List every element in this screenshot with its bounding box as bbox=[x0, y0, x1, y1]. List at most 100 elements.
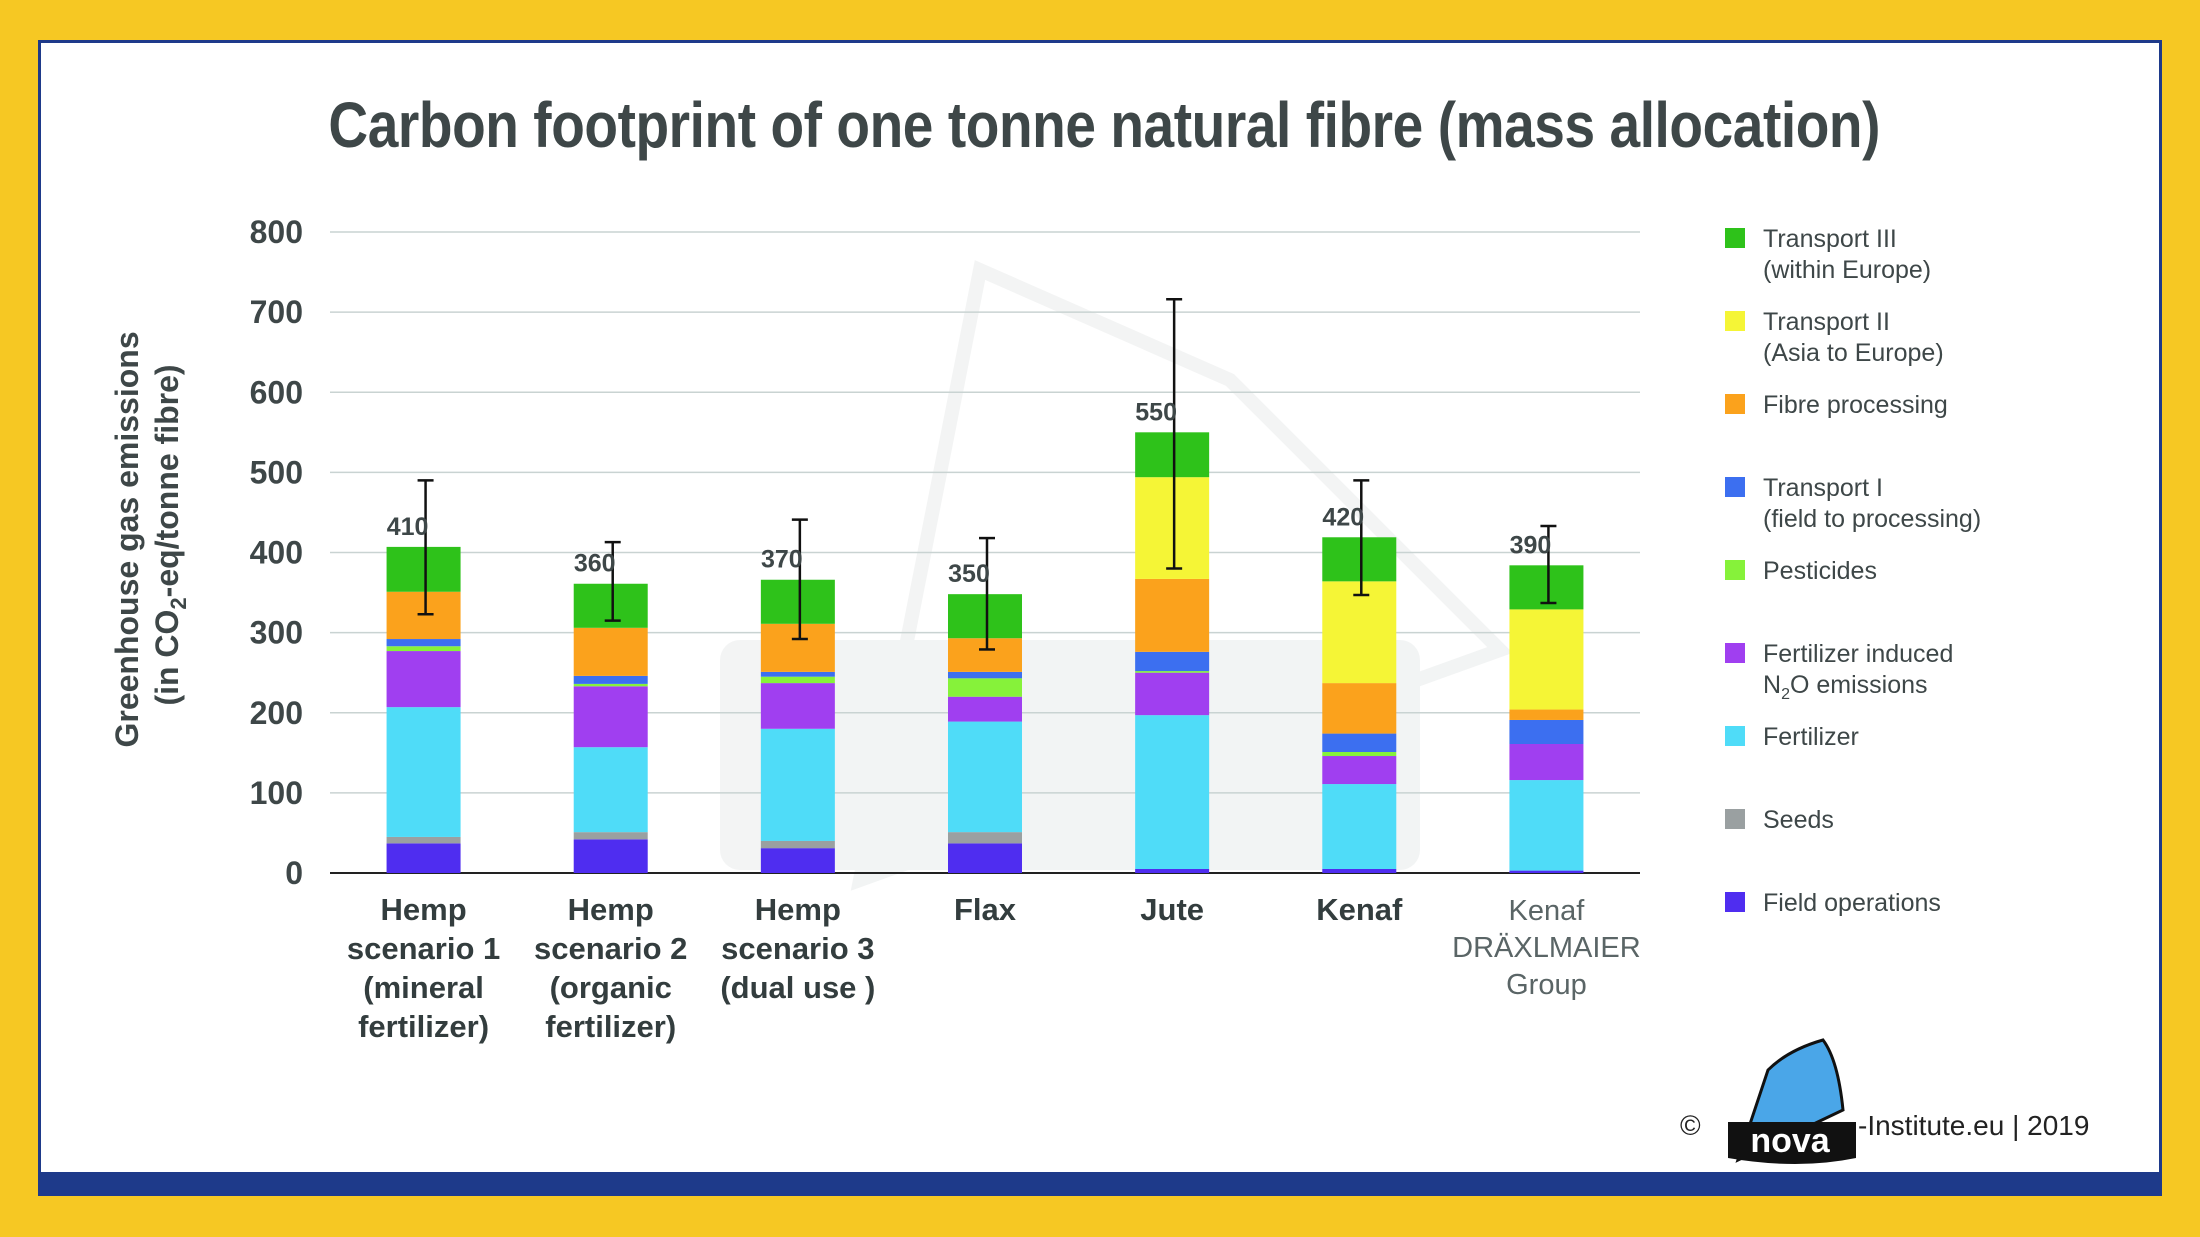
bar-segment bbox=[760, 840, 835, 849]
x-tick-label: Hemp scenario 3 (dual use ) bbox=[720, 892, 875, 1005]
x-tick-label-line: Kenaf bbox=[1509, 895, 1586, 927]
x-tick-label: Jute bbox=[1140, 892, 1204, 927]
bar-segment bbox=[573, 686, 648, 748]
total-label: 370 bbox=[761, 546, 803, 574]
y-tick-label: 500 bbox=[250, 454, 303, 490]
bar-segment bbox=[386, 836, 461, 844]
x-tick-label-line: fertilizer) bbox=[358, 1009, 489, 1044]
bar-segment bbox=[386, 646, 461, 652]
legend-item: Transport II (Asia to Europe) bbox=[1725, 307, 1944, 369]
nova-watermark-icon bbox=[720, 260, 1513, 891]
y-tick-label: 100 bbox=[250, 775, 303, 811]
x-tick-label: Flax bbox=[954, 892, 1017, 927]
bar-segment bbox=[573, 832, 648, 840]
bar-segment bbox=[1509, 709, 1584, 720]
bar-segment bbox=[760, 623, 835, 672]
bar-segment bbox=[1322, 784, 1397, 869]
bar-segment bbox=[1322, 752, 1397, 757]
copyright-symbol: © bbox=[1680, 1110, 1701, 1141]
bar-segment bbox=[948, 594, 1022, 639]
x-tick-label-line: scenario 1 bbox=[347, 931, 500, 966]
x-tick-label-line: DRÄXLMAIER bbox=[1452, 932, 1641, 964]
bar-segment bbox=[1135, 432, 1210, 478]
bar-segment bbox=[760, 848, 835, 873]
bar-segment bbox=[760, 579, 835, 624]
y-axis-label-line2-pre: (in CO bbox=[149, 610, 185, 706]
bar-segment bbox=[948, 671, 1022, 679]
y-tick-label: 200 bbox=[250, 695, 303, 731]
bar-segment bbox=[386, 651, 461, 708]
bar-segment bbox=[948, 832, 1022, 844]
x-tick-label: Kenaf bbox=[1316, 892, 1403, 927]
y-axis-label: Greenhouse gas emissions (in CO2-eq/tonn… bbox=[109, 322, 191, 747]
bar-segment bbox=[760, 671, 835, 677]
bar-segment bbox=[760, 728, 835, 841]
x-tick-label-line: (dual use ) bbox=[720, 970, 875, 1005]
x-tick-label-line: fertilizer) bbox=[545, 1009, 676, 1044]
bar-segment bbox=[573, 747, 648, 833]
y-axis-label-line2-sub: 2 bbox=[166, 597, 191, 609]
legend-item: Fibre processing bbox=[1725, 390, 1948, 421]
total-label: 350 bbox=[948, 560, 990, 588]
legend-label: Transport I (field to processing) bbox=[1763, 474, 1982, 533]
bar-segment bbox=[1135, 578, 1210, 652]
nova-logo-icon: nova bbox=[1728, 1038, 1856, 1164]
x-tick-label-line: scenario 3 bbox=[721, 931, 874, 966]
legend-swatch bbox=[1725, 809, 1745, 829]
bar-segment bbox=[573, 839, 648, 873]
y-axis-label-line2-post: -eq/tonne fibre) bbox=[149, 364, 185, 597]
bar-segment bbox=[1135, 477, 1210, 579]
bar-segment bbox=[1322, 537, 1397, 582]
x-tick-label-line: scenario 2 bbox=[534, 931, 687, 966]
y-tick-label: 600 bbox=[250, 374, 303, 410]
bar-segment bbox=[1135, 651, 1210, 672]
bar-segment bbox=[573, 627, 648, 676]
legend-label: Fertilizer induced N2O emissions bbox=[1763, 640, 1954, 703]
bar-segment bbox=[948, 721, 1022, 833]
legend-label: Fibre processing bbox=[1763, 391, 1948, 419]
bar-segment bbox=[1135, 868, 1210, 873]
bar-segment bbox=[573, 675, 648, 684]
bar-segment bbox=[573, 683, 648, 687]
bar-segment bbox=[1322, 581, 1397, 684]
bar-segment bbox=[1322, 683, 1397, 734]
y-axis-label-line1: Greenhouse gas emissions bbox=[109, 331, 145, 747]
bar-segment bbox=[386, 546, 461, 592]
legend-label: Seeds bbox=[1763, 806, 1834, 834]
bar-segment bbox=[386, 707, 461, 837]
x-tick-label: Kenaf DRÄXLMAIER Group bbox=[1452, 895, 1641, 1001]
legend-item: Field operations bbox=[1725, 888, 1941, 919]
total-label: 410 bbox=[387, 513, 429, 541]
legend-item: Fertilizer induced N2O emissions bbox=[1725, 639, 1953, 710]
bar-segment bbox=[386, 843, 461, 873]
x-tick-label: Hemp scenario 1 (mineral fertilizer) bbox=[347, 892, 500, 1044]
x-tick-label-line: Group bbox=[1506, 969, 1587, 1001]
bar-segment bbox=[948, 678, 1022, 697]
x-tick-label-line: Jute bbox=[1140, 892, 1204, 927]
bar-segment bbox=[948, 638, 1022, 672]
legend-swatch bbox=[1725, 311, 1745, 331]
legend-swatch bbox=[1725, 892, 1745, 912]
legend-item: Pesticides bbox=[1725, 556, 1877, 587]
x-tick-label-line: Kenaf bbox=[1316, 892, 1403, 927]
legend-swatch bbox=[1725, 726, 1745, 746]
bar-segment bbox=[1509, 743, 1584, 781]
x-tick-label: Hemp scenario 2 (organic fertilizer) bbox=[534, 892, 687, 1044]
bar-segment bbox=[948, 843, 1022, 873]
bar-segment bbox=[1135, 671, 1210, 673]
nova-logo-text: nova bbox=[1750, 1122, 1830, 1160]
legend-item: Transport I (field to processing) bbox=[1725, 473, 1981, 535]
legend-swatch bbox=[1725, 560, 1745, 580]
x-tick-label-line: Hemp bbox=[755, 892, 841, 927]
bar-segment bbox=[1509, 780, 1584, 871]
y-tick-label: 300 bbox=[250, 615, 303, 651]
total-label: 550 bbox=[1135, 398, 1177, 426]
legend-swatch bbox=[1725, 394, 1745, 414]
total-label: 360 bbox=[574, 550, 616, 578]
chart-title: Carbon footprint of one tonne natural fi… bbox=[328, 89, 1881, 161]
legend-label: Fertilizer bbox=[1763, 723, 1859, 751]
y-tick-label: 400 bbox=[250, 535, 303, 571]
x-tick-label-line: Hemp bbox=[568, 892, 654, 927]
bar-segment bbox=[1135, 715, 1210, 869]
